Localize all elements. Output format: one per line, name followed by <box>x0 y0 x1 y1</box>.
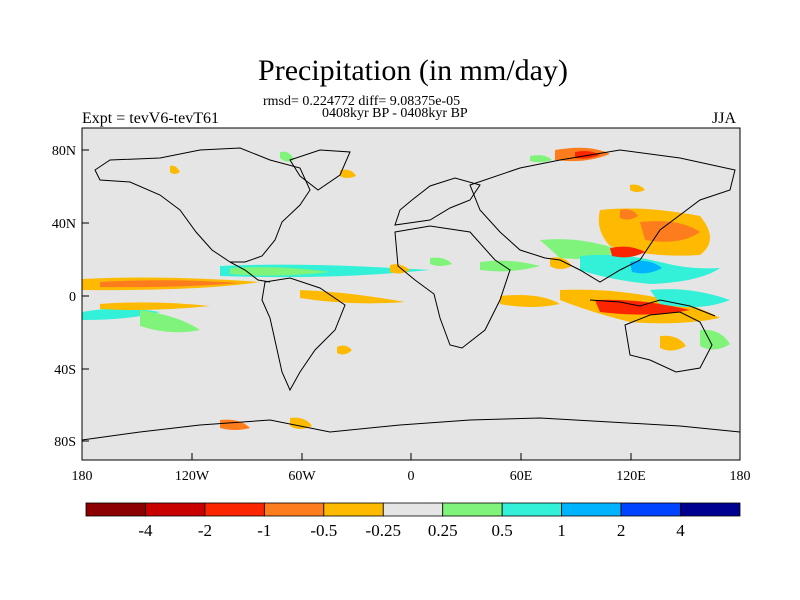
lon-label-180e: 180 <box>730 469 751 484</box>
anomaly-patch <box>170 165 180 174</box>
anomaly-patch <box>630 260 662 274</box>
colorbar-swatch <box>680 502 741 517</box>
plot-title: Precipitation (in mm/day) <box>258 54 568 87</box>
lon-label-0: 0 <box>408 469 415 484</box>
anomaly-patch <box>650 289 730 308</box>
lat-label-80s: 80S <box>54 435 76 450</box>
anomaly-patch <box>280 151 294 162</box>
colorbar-swatch <box>323 502 384 517</box>
colorbar-swatch <box>263 502 325 517</box>
colorbar-label: -2 <box>198 521 212 540</box>
lat-label-40s: 40S <box>54 363 76 378</box>
anomaly-patch <box>620 209 638 220</box>
map-background <box>82 128 740 460</box>
anomaly-patch <box>630 184 645 192</box>
lon-label-60e: 60E <box>510 469 533 484</box>
anomaly-patch <box>480 260 540 272</box>
colorbar-swatch <box>382 502 444 517</box>
colorbar: -4 -2 -1 -0.5 -0.25 0.25 0.5 1 2 4 <box>85 502 741 540</box>
colorbar-label: -1 <box>257 521 271 540</box>
anomaly-patch <box>290 417 312 429</box>
stats-subtitle: rmsd= 0.224772 diff= 9.08375e-05 <box>263 94 461 109</box>
coastline-australia <box>624 311 713 373</box>
colorbar-label: -0.5 <box>310 521 337 540</box>
season-label: JJA <box>712 110 737 127</box>
colorbar-label: 2 <box>617 521 626 540</box>
lat-label-0: 0 <box>69 290 76 305</box>
anomaly-patch <box>595 299 690 315</box>
anomaly-patch <box>530 155 552 163</box>
coastline-greenland <box>289 149 351 191</box>
lat-labels: 80N 40N 0 40S 80S <box>52 144 76 450</box>
coastline-europe <box>394 177 481 226</box>
coastline-central-america <box>229 261 271 283</box>
colorbar-label: 0.5 <box>492 521 513 540</box>
lon-labels: 180 120W 60W 0 60E 120E 180 <box>72 469 751 484</box>
anomaly-patch <box>100 280 240 288</box>
tick-marks <box>82 149 632 460</box>
colorbar-swatch <box>442 502 503 517</box>
lon-label-60w: 60W <box>288 469 316 484</box>
colorbar-label: -4 <box>138 521 153 540</box>
anomaly-patch <box>340 169 356 178</box>
coastline-indonesia <box>589 299 716 317</box>
coastline-antarctica <box>81 417 741 441</box>
colorbar-swatch <box>204 502 265 517</box>
anomaly-patch <box>300 290 405 304</box>
anomaly-patch <box>430 257 452 266</box>
map-panel <box>81 127 741 461</box>
anomaly-patch <box>500 295 560 307</box>
coastline-asia <box>469 149 736 283</box>
colorbar-label: 1 <box>557 521 566 540</box>
colorbar-swatch <box>620 502 681 517</box>
colorbar-label: 0.25 <box>428 521 458 540</box>
anomaly-patch <box>550 257 572 269</box>
anomaly-patch <box>540 239 620 259</box>
coastline-south-america <box>261 277 346 392</box>
coastlines <box>81 147 741 441</box>
lat-label-40n: 40N <box>52 217 76 232</box>
period-subtitle: 0408kyr BP - 0408kyr BP <box>322 106 468 121</box>
anomaly-patch <box>337 345 352 355</box>
anomaly-patch <box>220 419 250 430</box>
colorbar-swatch <box>561 502 622 517</box>
colorbar-swatch <box>501 502 563 517</box>
anomaly-patch <box>230 267 330 276</box>
lon-label-120e: 120E <box>616 469 646 484</box>
lon-label-120w: 120W <box>175 469 210 484</box>
coastline-north-america <box>94 147 311 263</box>
lat-label-80n: 80N <box>52 144 76 159</box>
anomaly-patch <box>610 246 645 258</box>
colorbar-swatch <box>85 502 146 517</box>
experiment-label: Expt = tevV6-tevT61 <box>82 110 219 127</box>
colorbar-swatch <box>145 502 206 517</box>
lon-label-180w: 180 <box>72 469 93 484</box>
anomaly-patch <box>660 335 686 351</box>
colorbar-label: -0.25 <box>366 521 401 540</box>
coastline-africa <box>394 225 511 349</box>
anomaly-patch <box>100 302 210 310</box>
anomaly-patch <box>140 310 200 333</box>
anomaly-patch <box>700 329 730 350</box>
colorbar-label: 4 <box>676 521 685 540</box>
